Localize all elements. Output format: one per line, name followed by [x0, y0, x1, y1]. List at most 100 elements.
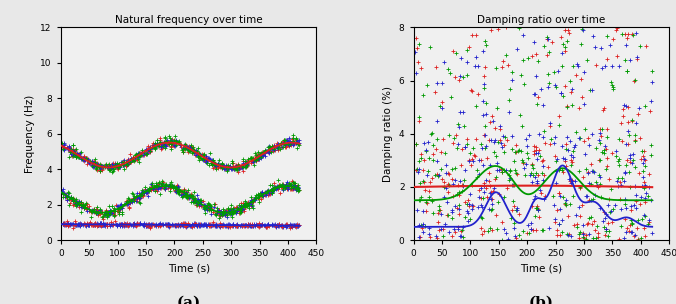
Point — [91, 223, 102, 228]
Point — [172, 190, 183, 195]
Point — [475, 202, 486, 207]
Point — [133, 154, 144, 159]
Point — [80, 157, 91, 162]
Point — [93, 164, 104, 169]
Point — [270, 186, 281, 191]
Point — [627, 229, 637, 234]
Point — [176, 222, 187, 227]
Point — [80, 156, 91, 161]
Point — [621, 205, 631, 210]
Point — [219, 208, 230, 213]
Point — [164, 185, 175, 190]
Point — [91, 162, 102, 167]
Point — [625, 156, 636, 161]
Point — [617, 175, 628, 180]
Point — [269, 145, 280, 150]
Point — [196, 222, 207, 227]
Point — [241, 160, 251, 165]
Point — [251, 152, 262, 157]
Point — [178, 223, 189, 227]
Point — [134, 222, 145, 227]
Point — [155, 186, 166, 191]
Point — [473, 158, 484, 163]
Point — [112, 161, 122, 166]
Point — [181, 145, 192, 150]
Point — [110, 162, 121, 167]
Point — [138, 153, 149, 157]
Point — [165, 140, 176, 145]
Point — [137, 189, 148, 194]
Point — [178, 221, 189, 226]
Point — [557, 218, 568, 223]
Point — [470, 33, 481, 38]
Point — [254, 224, 264, 229]
Point — [160, 186, 171, 191]
Point — [417, 93, 428, 98]
Point — [103, 210, 114, 215]
Point — [210, 212, 221, 217]
Point — [190, 202, 201, 207]
Point — [207, 223, 218, 227]
Point — [95, 166, 105, 171]
Point — [281, 222, 291, 227]
X-axis label: Time (s): Time (s) — [168, 264, 210, 274]
Point — [168, 143, 178, 148]
Point — [560, 202, 571, 206]
Point — [227, 211, 238, 216]
Point — [110, 163, 121, 168]
Point — [105, 166, 116, 171]
Point — [226, 166, 237, 171]
Point — [193, 201, 203, 206]
Point — [141, 223, 152, 228]
Point — [249, 156, 260, 161]
Point — [491, 161, 502, 166]
Point — [236, 204, 247, 209]
Point — [141, 151, 151, 156]
Point — [92, 223, 103, 227]
Point — [239, 209, 249, 213]
Point — [479, 65, 490, 70]
Point — [550, 134, 560, 139]
Point — [57, 221, 68, 226]
Point — [573, 235, 584, 240]
Point — [417, 225, 428, 230]
Point — [466, 206, 477, 211]
Point — [612, 184, 623, 189]
Point — [255, 191, 266, 195]
Point — [531, 156, 542, 161]
Point — [109, 212, 120, 217]
Point — [266, 189, 277, 194]
Point — [105, 221, 116, 226]
Point — [171, 223, 182, 228]
Point — [292, 186, 303, 191]
Point — [131, 193, 142, 198]
Point — [156, 182, 167, 187]
Point — [283, 143, 294, 148]
Point — [103, 166, 114, 171]
Point — [78, 157, 89, 162]
Point — [414, 158, 425, 163]
Point — [289, 182, 299, 187]
Point — [173, 189, 184, 194]
Point — [144, 149, 155, 154]
Point — [481, 111, 491, 116]
Point — [82, 157, 93, 162]
Point — [481, 100, 492, 105]
Point — [137, 192, 147, 197]
Point — [115, 203, 126, 208]
Point — [242, 202, 253, 206]
Point — [254, 199, 264, 204]
Point — [166, 136, 177, 141]
Point — [263, 148, 274, 153]
Point — [93, 161, 103, 166]
Point — [130, 155, 141, 160]
Point — [116, 221, 126, 226]
Point — [148, 187, 159, 192]
Point — [479, 133, 490, 138]
Point — [239, 202, 249, 207]
Point — [128, 155, 139, 160]
Point — [637, 175, 648, 180]
Point — [162, 224, 173, 229]
Point — [263, 189, 274, 194]
Point — [115, 163, 126, 168]
